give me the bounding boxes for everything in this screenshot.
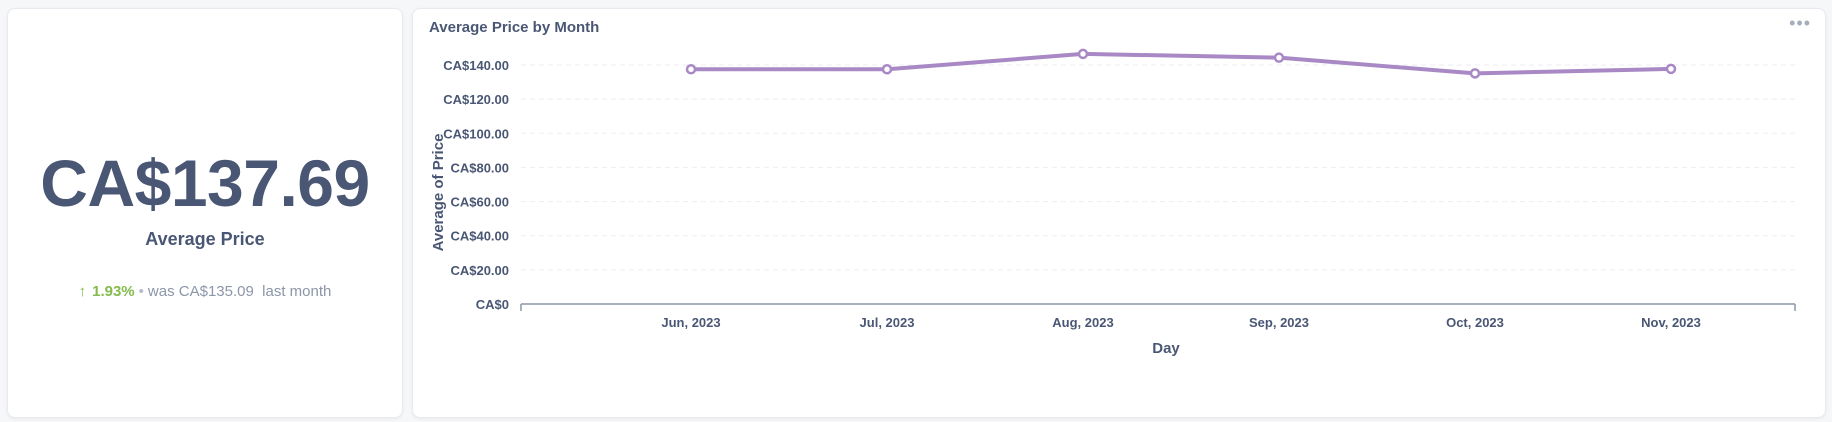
scalar-comparison: ↑ 1.93% • was CA$135.09 last month [8,283,402,300]
x-axis-title: Day [1152,340,1180,357]
scalar-value: CA$137.69 [40,146,370,220]
x-tick-label: Sep, 2023 [1249,315,1309,330]
chart-card: Average Price by Month ••• CA$0 CA$20.00 C… [412,8,1826,418]
change-percent: 1.93% [92,283,135,300]
y-tick-label: CA$140.00 [443,58,509,73]
y-tick-label: CA$80.00 [450,160,509,175]
data-point [881,64,893,75]
separator-dot: • [138,283,144,300]
chart-title[interactable]: Average Price by Month [429,19,600,36]
y-tick-label: CA$40.00 [450,229,509,244]
y-tick-label: CA$0 [476,297,509,312]
data-point [1273,52,1285,63]
data-point [1665,63,1677,75]
scalar-card: CA$137.69 Average Price ↑ 1.93% • was CA$13… [7,8,403,418]
arrow-up-icon: ↑ [78,283,87,300]
data-point [1469,68,1481,79]
x-tick-label: Nov, 2023 [1641,315,1701,330]
more-options-icon[interactable]: ••• [1789,13,1811,33]
data-point [1077,48,1089,60]
x-tick-label: Jul, 2023 [860,315,915,330]
scalar-label: Average Price [145,229,265,249]
data-point [685,64,697,75]
previous-value: was CA$135.09 [147,283,254,300]
x-tick-label: Aug, 2023 [1052,315,1113,330]
y-tick-label: CA$120.00 [443,92,509,107]
y-tick-label: CA$20.00 [450,263,509,278]
y-tick-label: CA$60.00 [450,195,509,210]
x-tick-label: Oct, 2023 [1446,315,1504,330]
line-chart: CA$0 CA$20.00 CA$40.00 CA$60.00 CA$80.00 CA$1… [430,48,1796,357]
comparison-period: last month [262,283,332,300]
y-tick-label: CA$100.00 [443,126,509,141]
x-tick-label: Jun, 2023 [661,315,720,330]
y-axis-title: Average of Price [430,134,447,252]
series-line [689,51,1673,76]
